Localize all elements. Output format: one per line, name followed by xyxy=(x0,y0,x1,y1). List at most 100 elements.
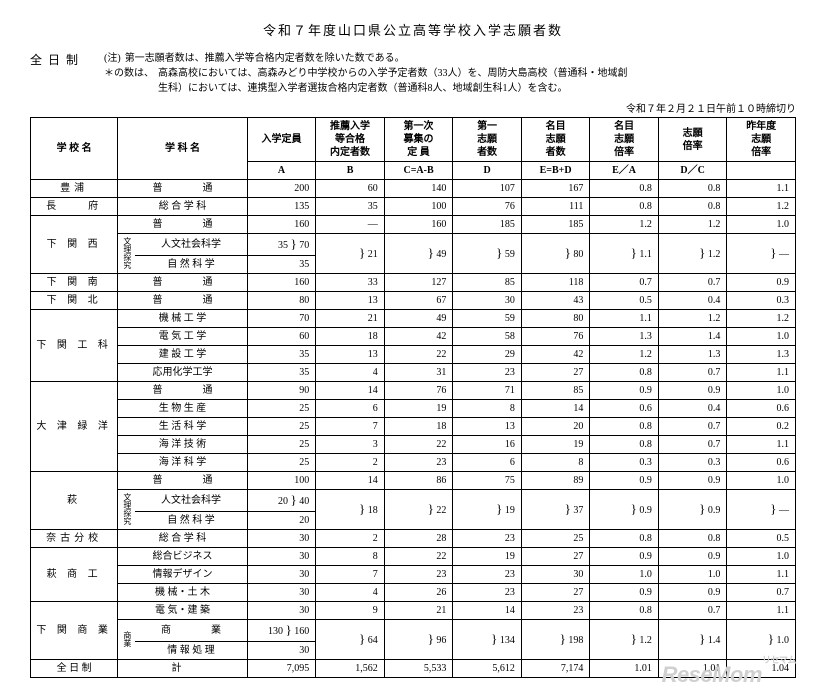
sub-category: 商業 xyxy=(118,619,135,659)
cell-F: 0.8 xyxy=(590,198,659,216)
cell-C: 100 xyxy=(384,198,453,216)
cell-H: } — xyxy=(727,234,796,274)
cell-B: 2 xyxy=(316,529,385,547)
cell-B: 18 xyxy=(316,327,385,345)
table-row: 豊浦普 通200601401071670.80.81.1 xyxy=(31,180,796,198)
school-cell: 大 津 緑 洋 xyxy=(31,381,118,471)
cell-B: 8 xyxy=(316,547,385,565)
cell-A: 30 xyxy=(247,547,316,565)
dept-cell: 商 業 xyxy=(135,619,247,641)
cell-C: 160 xyxy=(384,216,453,234)
cell-B: 3 xyxy=(316,435,385,453)
cell-H: 1.1 xyxy=(727,363,796,381)
hdr-G: 志願 倍率 xyxy=(658,118,727,162)
total-C: 5,533 xyxy=(384,659,453,677)
cell-A: 25 xyxy=(247,417,316,435)
cell-D: 23 xyxy=(453,583,522,601)
cell-G: 0.4 xyxy=(658,291,727,309)
cell-A: 135 xyxy=(247,198,316,216)
header-notes: 全日制 (注) 第一志願者数は、推薦入学等合格内定者数を除いた数である。 ＊の数… xyxy=(30,51,796,96)
resemom-logo: ReseMomリセマム xyxy=(662,662,796,688)
hdr-H: 昨年度 志願 倍率 xyxy=(727,118,796,162)
cell-H: 1.0 xyxy=(727,381,796,399)
cell-H: 0.2 xyxy=(727,417,796,435)
cell-G: } 1.2 xyxy=(658,234,727,274)
sub-G: D／C xyxy=(658,162,727,180)
cell-G: 0.8 xyxy=(658,198,727,216)
cell-A: 30 xyxy=(247,641,316,659)
table-row: 情報デザイン3072323301.01.01.1 xyxy=(31,565,796,583)
cell-A: 20 } 40 xyxy=(247,489,316,511)
cell-A: 25 xyxy=(247,399,316,417)
cell-B: 13 xyxy=(316,345,385,363)
cell-B: } 21 xyxy=(316,234,385,274)
cell-A: 25 xyxy=(247,435,316,453)
cell-D: 13 xyxy=(453,417,522,435)
table-row: 商業商 業130 } 160} 64} 96} 134} 198} 1.2} 1… xyxy=(31,619,796,641)
cell-G: 0.9 xyxy=(658,471,727,489)
sub-C: C=A-B xyxy=(384,162,453,180)
dept-cell: 普 通 xyxy=(118,381,248,399)
cell-A: 35 xyxy=(247,345,316,363)
cell-A: 30 xyxy=(247,529,316,547)
cell-C: 22 xyxy=(384,547,453,565)
cell-A: 25 xyxy=(247,453,316,471)
cell-E: 89 xyxy=(521,471,590,489)
cell-A: 70 xyxy=(247,309,316,327)
cell-H: } 1.0 xyxy=(727,619,796,659)
note-label-2: ＊の数は、 xyxy=(104,66,154,81)
cell-H: 1.1 xyxy=(727,180,796,198)
cell-E: 30 xyxy=(521,565,590,583)
sub-category: 文理探究 xyxy=(118,489,135,529)
note-label-1: (注) xyxy=(104,51,121,66)
cell-D: } 19 xyxy=(453,489,522,529)
cell-E: 27 xyxy=(521,583,590,601)
cell-H: 1.1 xyxy=(727,435,796,453)
table-row: 萩普 通100148675890.90.91.0 xyxy=(31,471,796,489)
cell-E: } 80 xyxy=(521,234,590,274)
cell-B: 7 xyxy=(316,565,385,583)
cell-E: 167 xyxy=(521,180,590,198)
cell-H: } — xyxy=(727,489,796,529)
table-row: 下 関 北普 通80136730430.50.40.3 xyxy=(31,291,796,309)
cell-C: 42 xyxy=(384,327,453,345)
cell-B: 14 xyxy=(316,381,385,399)
cell-B: } 64 xyxy=(316,619,385,659)
cell-C: 21 xyxy=(384,601,453,619)
cell-A: 60 xyxy=(247,327,316,345)
cell-G: 0.7 xyxy=(658,435,727,453)
cell-G: 1.2 xyxy=(658,309,727,327)
cell-H: 1.3 xyxy=(727,345,796,363)
dept-cell: 生 物 生 産 xyxy=(118,399,248,417)
dept-cell: 電 気・建 築 xyxy=(118,601,248,619)
table-row: 奈古分校総 合 学 科3022823250.80.80.5 xyxy=(31,529,796,547)
school-cell: 下 関 工 科 xyxy=(31,309,118,381)
cell-D: 14 xyxy=(453,601,522,619)
cell-E: 111 xyxy=(521,198,590,216)
table-row: 電 気 工 学60184258761.31.41.0 xyxy=(31,327,796,345)
cell-C: 23 xyxy=(384,453,453,471)
dept-cell: 人文社会科学 xyxy=(135,234,247,256)
table-row: 機 械・土 木3042623270.90.90.7 xyxy=(31,583,796,601)
cell-E: 20 xyxy=(521,417,590,435)
cell-A: 30 xyxy=(247,601,316,619)
cell-E: 42 xyxy=(521,345,590,363)
hdr-A: 入学定員 xyxy=(247,118,316,162)
cell-C: 140 xyxy=(384,180,453,198)
dept-cell: 情 報 処 理 xyxy=(135,641,247,659)
cell-F: 1.2 xyxy=(590,216,659,234)
sub-F: E／A xyxy=(590,162,659,180)
cell-A: 35 xyxy=(247,255,316,273)
total-B: 1,562 xyxy=(316,659,385,677)
cell-D: 23 xyxy=(453,565,522,583)
cell-G: 0.7 xyxy=(658,273,727,291)
total-D: 5,612 xyxy=(453,659,522,677)
dept-cell: 人文社会科学 xyxy=(135,489,247,511)
cell-C: } 96 xyxy=(384,619,453,659)
table-row: 生 活 科 学2571813200.80.70.2 xyxy=(31,417,796,435)
cell-D: } 134 xyxy=(453,619,522,659)
note-line-2a: 高森高校においては、高森みどり中学校からの入学予定者数（33人）を、周防大島高校… xyxy=(158,66,628,81)
dept-cell: 自 然 科 学 xyxy=(135,255,247,273)
dept-cell: 普 通 xyxy=(118,273,248,291)
table-row: 海 洋 技 術2532216190.80.71.1 xyxy=(31,435,796,453)
